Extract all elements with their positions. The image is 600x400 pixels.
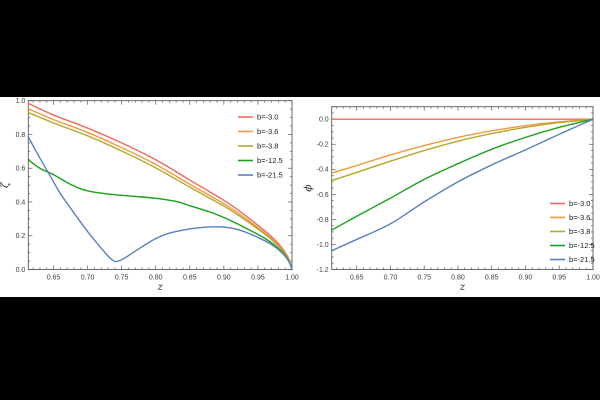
phi-plot-figure: 0.65 0.70 0.75 0.80 0.85 0.90 0.95 1.00 0.0 -0.2 -… — [300, 97, 600, 297]
series-curve-b=-21.5 — [331, 118, 594, 252]
x-tick-label: 0.75 — [417, 275, 431, 282]
series-curve-b=-12.5 — [27, 159, 293, 271]
zeta-plot-svg: 0.65 0.70 0.75 0.80 0.85 0.90 0.95 1.00 0.0 0.2 0.… — [0, 98, 299, 293]
y-tick-label: 0.6 — [16, 166, 26, 173]
y-tick-label: -1.0 — [317, 242, 329, 249]
series-curve-b=-3.8 — [331, 118, 594, 182]
y-tick-label: 0.4 — [16, 199, 26, 206]
x-axis-label: z — [156, 281, 163, 293]
legend-label: b=-3.0 — [569, 199, 590, 208]
y-tick-label: -1.2 — [317, 267, 329, 274]
x-tick-label: 0.70 — [384, 275, 398, 282]
y-tick-label: 1.0 — [16, 98, 26, 105]
x-tick-label: 0.65 — [350, 275, 364, 282]
y-tick-label: -0.4 — [317, 167, 329, 174]
zeta-plot-figure: 0.65 0.70 0.75 0.80 0.85 0.90 0.95 1.00 0.0 0.2 0.… — [0, 97, 300, 297]
y-tick-label: 0.2 — [16, 233, 26, 240]
x-tick-label: 0.90 — [519, 275, 533, 282]
x-tick-label: 0.70 — [81, 275, 95, 282]
legend-label: b=-3.6 — [257, 127, 278, 136]
y-tick-label: 0.8 — [16, 132, 26, 139]
legend-label: b=-21.5 — [257, 171, 283, 180]
series-curve-b=-3.6 — [27, 108, 293, 271]
legend-label: b=-3.8 — [569, 227, 590, 236]
y-axis-label: ζ — [0, 181, 11, 188]
x-tick-label: 0.75 — [115, 275, 129, 282]
x-tick-label: 0.85 — [183, 275, 197, 282]
y-tick-label: 0.0 — [319, 117, 329, 124]
series-curve-b=-12.5 — [331, 118, 594, 231]
series-curve-b=-3.0 — [27, 102, 293, 271]
y-axis-label: ϕ — [303, 185, 315, 192]
legend-label: b=-3.6 — [569, 213, 590, 222]
series-curve-b=-3.8 — [27, 111, 293, 271]
x-axis-label: z — [459, 281, 466, 293]
phi-plot-svg: 0.65 0.70 0.75 0.80 0.85 0.90 0.95 1.00 0.0 -0.2 -… — [303, 106, 600, 293]
y-tick-label: -0.6 — [317, 192, 329, 199]
legend-label: b=-12.5 — [569, 241, 595, 250]
y-tick-label: 0.0 — [16, 267, 26, 274]
legend-label: b=-3.0 — [257, 113, 278, 122]
series-curve-b=-21.5 — [27, 136, 293, 271]
legend-label: b=-21.5 — [569, 255, 595, 264]
x-tick-label: 0.95 — [552, 275, 566, 282]
x-tick-label: 0.90 — [217, 275, 231, 282]
plots-panel: 0.65 0.70 0.75 0.80 0.85 0.90 0.95 1.00 0.0 0.2 0.… — [0, 97, 600, 297]
x-tick-label: 0.80 — [451, 275, 465, 282]
x-tick-label: 0.85 — [485, 275, 499, 282]
x-tick-label: 1.00 — [586, 275, 600, 282]
legend-label: b=-12.5 — [257, 156, 283, 165]
x-tick-label: 0.95 — [251, 275, 265, 282]
y-tick-label: -0.8 — [317, 217, 329, 224]
x-tick-label: 0.65 — [47, 275, 61, 282]
series-curve-b=-3.6 — [331, 118, 594, 174]
legend-label: b=-3.8 — [257, 142, 278, 151]
y-tick-label: -0.2 — [317, 142, 329, 149]
plot-frame — [27, 100, 293, 270]
x-tick-label: 0.80 — [149, 275, 163, 282]
x-tick-label: 1.00 — [285, 275, 299, 282]
